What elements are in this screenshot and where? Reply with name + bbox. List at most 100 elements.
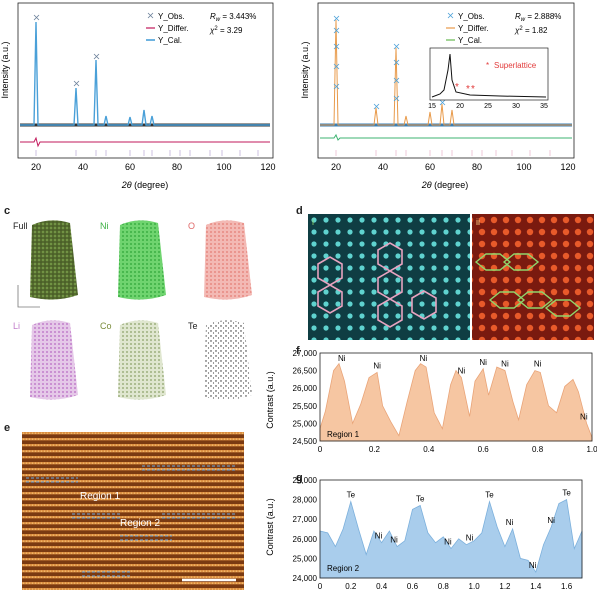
f-xtick: 0.6 bbox=[478, 445, 490, 454]
xrd-b-xlabel: 2θ (degree) bbox=[421, 180, 468, 190]
panel-label-d: d bbox=[296, 205, 303, 217]
apt-o-map bbox=[204, 220, 252, 300]
f-xtick: 0 bbox=[318, 445, 323, 454]
xrd-a-ylabel: Intensity (a.u.) bbox=[0, 41, 10, 98]
stem-e-panel: Region 1 Region 2 bbox=[22, 432, 244, 590]
apt-label-ni: Ni bbox=[100, 221, 109, 231]
profile-f-area bbox=[319, 362, 593, 442]
f-ytick: 24,500 bbox=[293, 437, 318, 446]
g-xtick: 0 bbox=[318, 582, 323, 591]
svg-text:χ2 = 1.82: χ2 = 1.82 bbox=[514, 26, 548, 35]
xrd-b-calc-line bbox=[320, 19, 572, 126]
f-xtick: 0.8 bbox=[532, 445, 544, 454]
svg-text:100: 100 bbox=[516, 162, 531, 172]
profile-g-frame bbox=[319, 479, 583, 579]
g-ytick: 29,000 bbox=[293, 476, 318, 485]
g-peak-label: Ni bbox=[375, 532, 383, 541]
g-peak-label: Te bbox=[416, 494, 425, 503]
f-xtick: 1.0 bbox=[586, 445, 597, 454]
xrd-a-frame bbox=[17, 2, 274, 159]
apt-full-map bbox=[30, 220, 78, 300]
svg-text:120: 120 bbox=[560, 162, 575, 172]
xrd-b-inset-stars: * * * bbox=[455, 82, 475, 95]
g-ytick: 27,000 bbox=[293, 515, 318, 524]
g-peak-label: Te bbox=[347, 491, 356, 500]
svg-text:60: 60 bbox=[125, 162, 135, 172]
stem-e-blue-markers bbox=[26, 465, 236, 577]
svg-text:80: 80 bbox=[172, 162, 182, 172]
apt-label-te: Te bbox=[188, 321, 198, 331]
xrd-b-xticks: 20 40 60 80 100 120 bbox=[331, 162, 576, 172]
f-ytick: 25,000 bbox=[293, 419, 318, 428]
stem-d-label-ii: ii bbox=[476, 217, 480, 227]
stem-d-label-i: i bbox=[312, 217, 314, 227]
xrd-b-inset: * * * 15 20 25 30 35 * Superlattice bbox=[428, 47, 549, 110]
xrd-b-inset-xticks: 15 20 25 30 35 bbox=[428, 103, 548, 110]
svg-text:20: 20 bbox=[456, 103, 464, 110]
g-peak-label: Ni bbox=[466, 534, 474, 543]
svg-text:15: 15 bbox=[428, 103, 436, 110]
g-peak-label: Ni bbox=[547, 516, 555, 525]
svg-text:*: * bbox=[455, 82, 459, 93]
xrd-a-bragg-ticks bbox=[35, 150, 259, 156]
profile-g-panel: Contrast (a.u.) 24,000 25,000 26,000 27,000… bbox=[265, 472, 597, 597]
stem-d-hexagons-ii bbox=[474, 253, 582, 317]
profile-f-region-label: Region 1 bbox=[327, 430, 360, 439]
profile-f-chart: Contrast (a.u.) 24,500 25,000 25,500 26,000… bbox=[265, 349, 597, 454]
g-peak-label: Ni bbox=[390, 536, 398, 545]
apt-label-full: Full bbox=[13, 221, 28, 231]
stem-e-region1-label: Region 1 bbox=[80, 491, 120, 502]
xrd-b-inset-line bbox=[431, 53, 547, 98]
g-peak-label: Te bbox=[562, 489, 571, 498]
f-peak-label: Ni bbox=[580, 412, 588, 421]
svg-text:Rw = 2.888%: Rw = 2.888% bbox=[515, 12, 561, 23]
g-ytick: 26,000 bbox=[293, 535, 318, 544]
apt-scale-bar bbox=[17, 285, 40, 308]
svg-text:20: 20 bbox=[31, 162, 41, 172]
g-xtick: 0.6 bbox=[407, 582, 419, 591]
profile-g-area bbox=[319, 498, 583, 579]
g-xtick: 1.4 bbox=[530, 582, 542, 591]
stem-e-image bbox=[22, 432, 244, 590]
svg-text:Y_Obs.: Y_Obs. bbox=[158, 12, 185, 21]
apt-label-li: Li bbox=[13, 321, 20, 331]
f-xtick: 0.2 bbox=[369, 445, 381, 454]
xrd-chart-b: Intensity (a.u.) 20 40 60 80 100 120 bbox=[300, 2, 576, 190]
g-peak-label: Ni bbox=[506, 518, 514, 527]
svg-text:Y_Differ.: Y_Differ. bbox=[458, 24, 489, 33]
panel-label-g: g bbox=[296, 472, 303, 484]
xrd-chart-a: Intensity (a.u.) 20 40 60 80 100 120 2θ … bbox=[0, 2, 276, 190]
f-ytick: 26,500 bbox=[293, 367, 318, 376]
svg-text:Rw = 3.443%: Rw = 3.443% bbox=[210, 12, 256, 23]
svg-text:40: 40 bbox=[78, 162, 88, 172]
apt-li-map bbox=[30, 320, 78, 400]
apt-label-co: Co bbox=[100, 321, 112, 331]
g-xtick: 1.6 bbox=[561, 582, 573, 591]
stem-d-image-ii bbox=[472, 214, 594, 340]
panel-label-e: e bbox=[4, 422, 11, 434]
g-xtick: 0.4 bbox=[376, 582, 388, 591]
svg-text:25: 25 bbox=[484, 103, 492, 110]
xrd-b-bragg-ticks bbox=[335, 150, 551, 156]
profile-f-frame bbox=[319, 352, 593, 442]
xrd-a-differ-line bbox=[20, 136, 270, 148]
xrd-b-obs-markers bbox=[333, 15, 446, 110]
xrd-a-obs-markers bbox=[33, 14, 100, 87]
g-xtick: 0.2 bbox=[345, 582, 357, 591]
xrd-b-superlattice-star: * bbox=[486, 61, 489, 70]
g-ytick: 28,000 bbox=[293, 496, 318, 505]
profile-f-panel: Contrast (a.u.) 24,500 25,000 25,500 26,000… bbox=[265, 345, 597, 463]
apt-te-map bbox=[204, 320, 252, 400]
stem-e-region2-label: Region 2 bbox=[120, 518, 160, 529]
g-peak-label: Ni bbox=[529, 561, 537, 570]
f-peak-label: Ni bbox=[534, 360, 542, 369]
profile-g-region-label: Region 2 bbox=[327, 564, 360, 573]
apt-label-o: O bbox=[188, 221, 195, 231]
stem-d-panel: i ii bbox=[308, 214, 594, 340]
f-peak-label: Ni bbox=[420, 354, 428, 363]
f-peak-label: Ni bbox=[458, 367, 466, 376]
svg-text:80: 80 bbox=[472, 162, 482, 172]
xrd-b-ylabel: Intensity (a.u.) bbox=[300, 41, 310, 98]
profile-g-ylabel: Contrast (a.u.) bbox=[265, 498, 275, 556]
svg-text:*: * bbox=[471, 84, 475, 95]
